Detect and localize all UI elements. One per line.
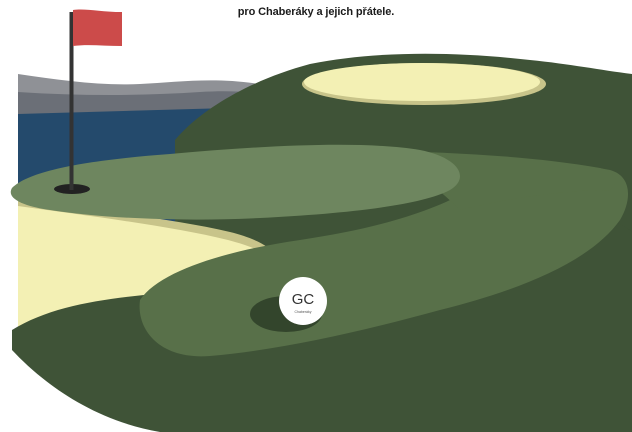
page-tagline: pro Chaberáky a jejich přátele. (237, 6, 395, 18)
logo-badge[interactable] (279, 277, 327, 325)
putting-green (10, 144, 460, 220)
golf-flag-icon (73, 9, 122, 47)
golf-ball-logo-icon[interactable]: GC Chaberáky (279, 277, 327, 325)
left-sand-bunker (18, 206, 270, 332)
flag-pole (69, 12, 74, 190)
logo-sub: Chaberáky (295, 310, 312, 314)
logo-letters: GC (292, 291, 315, 308)
top-sand-bunker (304, 63, 540, 101)
